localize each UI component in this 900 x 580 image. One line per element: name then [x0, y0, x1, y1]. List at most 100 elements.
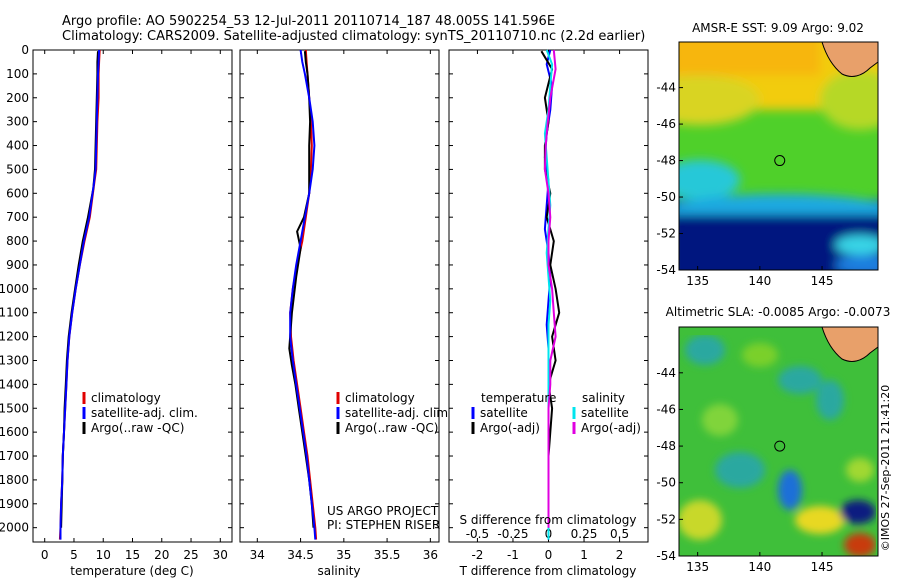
sst-lon-axis: 135 140 145 — [686, 266, 833, 288]
sst-map-panel: AMSR-E SST: 9.09 Argo: 9.02 135 140 145 -4… — [656, 21, 879, 288]
legend-label-satellite: satellite-adj. clim. — [91, 406, 198, 420]
lat-tick-label: -50 — [656, 190, 676, 204]
depth-tick-label: 0 — [21, 43, 29, 57]
depth-tick-label: 1800 — [0, 473, 29, 487]
salinity-x-axis: 34 34.5 35 35.5 36 — [250, 50, 438, 562]
lon-tick-label: 135 — [686, 560, 709, 574]
x-tick-label: 1 — [580, 548, 588, 562]
x-tick-label: 35 — [336, 548, 351, 562]
depth-tick-label: 2000 — [0, 521, 29, 535]
sst-map-title: AMSR-E SST: 9.09 Argo: 9.02 — [692, 21, 864, 35]
lat-tick-label: -44 — [656, 366, 676, 380]
lon-tick-label: 140 — [748, 274, 771, 288]
legend-label-argo: Argo(..raw -QC) — [91, 421, 184, 435]
temperature-x-axis: 0 5 10 15 20 25 30 — [41, 50, 228, 562]
x-tick-label: 10 — [96, 548, 111, 562]
depth-tick-label: 400 — [6, 139, 29, 153]
lat-tick-label: -46 — [656, 117, 676, 131]
sla-map-frame — [678, 326, 879, 557]
salinity-legend: climatology satellite-adj. clim. Argo(..… — [336, 391, 452, 435]
x-tick-label: -1 — [507, 548, 519, 562]
difference-depth-ticks — [449, 49, 648, 529]
argo-location-marker — [774, 155, 786, 167]
sla-lat-axis: -44 -46 -48 -50 -52 -54 — [656, 366, 683, 563]
x-tick-label: 20 — [154, 548, 169, 562]
temperature-legend: climatology satellite-adj. clim. Argo(..… — [82, 391, 198, 435]
difference-s-label: S difference from climatology — [460, 513, 637, 527]
x-tick-label: 36 — [423, 548, 438, 562]
salinity-plot-area — [239, 49, 440, 543]
lat-tick-label: -48 — [656, 154, 676, 168]
depth-tick-label: 1400 — [0, 377, 29, 391]
sst-field — [679, 42, 878, 270]
salinity-series — [288, 49, 318, 540]
depth-tick-label: 1100 — [0, 306, 29, 320]
depth-tick-label: 900 — [6, 258, 29, 272]
depth-tick-label: 1500 — [0, 401, 29, 415]
imos-timestamp: ©IMOS 27-Sep-2011 21:41:20 — [879, 385, 892, 551]
lon-tick-label: 145 — [811, 560, 834, 574]
lon-tick-label: 140 — [748, 560, 771, 574]
figure-title-line-2: Climatology: CARS2009. Satellite-adjuste… — [62, 29, 646, 44]
difference-legend: temperature salinity satellite Argo(-adj… — [471, 391, 641, 435]
depth-tick-label: 500 — [6, 162, 29, 176]
legend-label-argo: Argo(..raw -QC) — [345, 421, 438, 435]
difference-x-axis: -2 -1 0 1 2 — [471, 50, 623, 562]
lon-tick-label: 135 — [686, 274, 709, 288]
depth-tick-label: 100 — [6, 67, 29, 81]
legend-label-s-argo: Argo(-adj) — [581, 421, 641, 435]
lat-tick-label: -50 — [656, 476, 676, 490]
depth-tick-label: 200 — [6, 91, 29, 105]
lon-tick-label: 145 — [811, 274, 834, 288]
depth-tick-label: 800 — [6, 234, 29, 248]
tasmania-landmass — [821, 327, 878, 362]
depth-tick-label: 700 — [6, 210, 29, 224]
difference-series — [540, 49, 561, 540]
x-tick-label: 2 — [616, 548, 624, 562]
legend-group-salinity: salinity — [582, 391, 625, 405]
figure-title-line-1: Argo profile: AO 5902254_53 12-Jul-2011 … — [62, 14, 556, 29]
s-tick-label: -0.25 — [497, 527, 528, 541]
x-tick-label: 5 — [70, 548, 78, 562]
project-annotation: US ARGO PROJECT — [327, 504, 439, 518]
x-tick-label: 0 — [41, 548, 49, 562]
temperature-panel: 0100200300400500600700800900100011001200… — [0, 43, 233, 578]
temperature-series — [58, 49, 101, 540]
x-tick-label: -2 — [471, 548, 483, 562]
x-tick-label: 35.5 — [374, 548, 401, 562]
legend-label-t-argo: Argo(-adj) — [480, 421, 540, 435]
legend-label-t-satellite: satellite — [480, 406, 528, 420]
depth-axis: 0 100 200 300 400 500 600 700 800 900 1000 1100 1200… — [0, 43, 232, 535]
salinity-panel: 34 34.5 35 35.5 36 salinity climatology sate… — [239, 49, 452, 578]
lat-tick-label: -54 — [656, 263, 676, 277]
depth-tick-label: 300 — [6, 115, 29, 129]
tasmania-landmass — [821, 42, 878, 77]
depth-tick-label: 1700 — [0, 449, 29, 463]
legend-label-climatology: climatology — [345, 391, 415, 405]
lat-tick-label: -52 — [656, 227, 676, 241]
salinity-x-label: salinity — [317, 564, 360, 578]
argo-location-marker — [774, 440, 786, 452]
s-tick-label: -0.5 — [466, 527, 489, 541]
sla-map-panel: Altimetric SLA: -0.0085 Argo: -0.0073 13 — [656, 305, 890, 574]
temperature-plot-area — [32, 49, 233, 543]
s-tick-label: 0.5 — [610, 527, 629, 541]
temperature-x-label: temperature (deg C) — [70, 564, 193, 578]
series-line-satellite-adj-clim — [289, 49, 317, 540]
depth-tick-label: 1900 — [0, 497, 29, 511]
depth-tick-label: 600 — [6, 186, 29, 200]
s-tick-label: 0.25 — [571, 527, 598, 541]
x-tick-label: 25 — [183, 548, 198, 562]
depth-tick-label: 1000 — [0, 282, 29, 296]
series-line-s-argo-adj — [543, 49, 557, 528]
x-tick-label: 30 — [213, 548, 228, 562]
sla-map-title: Altimetric SLA: -0.0085 Argo: -0.0073 — [666, 305, 891, 319]
depth-tick-label: 1300 — [0, 353, 29, 367]
sla-field — [679, 327, 878, 556]
x-tick-label: 34.5 — [287, 548, 314, 562]
sst-map-frame — [678, 41, 879, 271]
sst-lat-axis: -44 -46 -48 -50 -52 -54 — [656, 81, 683, 277]
lat-tick-label: -46 — [656, 402, 676, 416]
sla-lon-axis: 135 140 145 — [686, 552, 833, 574]
